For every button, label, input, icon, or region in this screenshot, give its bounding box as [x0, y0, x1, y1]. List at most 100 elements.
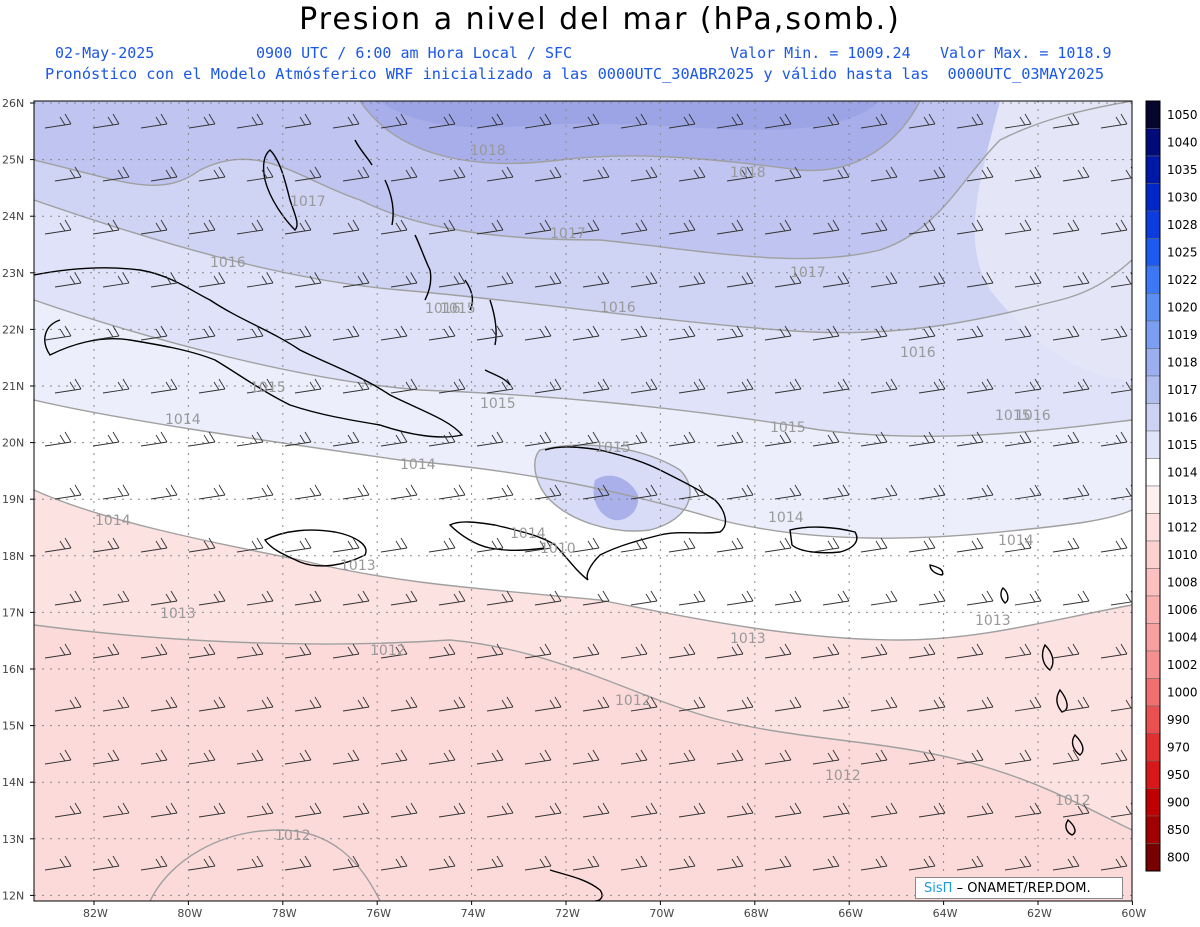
wind-barb [630, 484, 658, 500]
wind-barb [284, 855, 312, 871]
wind-barb [54, 484, 82, 500]
isobar-label: 1016 [425, 301, 461, 317]
wind-barb [918, 378, 946, 394]
wind-barb [246, 378, 274, 394]
wind-barb [246, 166, 274, 182]
wind-barb [332, 643, 360, 659]
legend-label: 1028 [1167, 218, 1198, 232]
wind-barb [908, 431, 936, 447]
wind-barb [428, 643, 456, 659]
wind-barb [1014, 696, 1042, 712]
wind-barb [92, 537, 120, 553]
isobar-label: 1015 [250, 380, 286, 396]
legend-label: 1022 [1167, 273, 1198, 287]
wind-barb [908, 537, 936, 553]
isobar-label: 1017 [790, 265, 826, 281]
wind-barb [1004, 855, 1032, 871]
wind-barb [870, 484, 898, 500]
wind-barb [678, 378, 706, 394]
wind-barb [188, 749, 216, 765]
wind-barb [294, 272, 322, 288]
min-value: Valor Min. = 1009.24 [730, 44, 911, 62]
legend-swatch [1145, 238, 1161, 267]
wind-barb [188, 113, 216, 129]
wind-barb [860, 537, 888, 553]
lon-label: 70W [649, 907, 674, 920]
isobar-label: 1013 [975, 613, 1011, 629]
legend-swatch [1145, 348, 1161, 377]
wind-barb [236, 749, 264, 765]
wind-barb [870, 590, 898, 606]
wind-barb [92, 749, 120, 765]
wind-barb [668, 855, 696, 871]
wind-barb [774, 378, 802, 394]
wind-barb [822, 378, 850, 394]
wind-barb [486, 802, 514, 818]
wind-barb [726, 272, 754, 288]
wind-barb [678, 272, 706, 288]
wind-barb [966, 484, 994, 500]
legend-swatch [1145, 540, 1161, 569]
wind-barb [428, 113, 456, 129]
wind-barb [1100, 113, 1128, 129]
wind-barb [236, 325, 264, 341]
wind-barb [102, 484, 130, 500]
wind-barb [812, 219, 840, 235]
legend-label: 1016 [1167, 410, 1198, 424]
wind-barb [332, 219, 360, 235]
lat-label: 15N [2, 720, 24, 733]
wind-barb [390, 696, 418, 712]
wind-barb [620, 219, 648, 235]
wind-barb [1062, 696, 1090, 712]
wind-barb [1014, 802, 1042, 818]
wind-barb [428, 325, 456, 341]
wind-barb [332, 113, 360, 129]
wind-barb [668, 431, 696, 447]
wind-barb [294, 166, 322, 182]
lat-label: 23N [2, 267, 24, 280]
lon-label: 64W [933, 907, 958, 920]
isobar-label: 1018 [730, 165, 766, 181]
wind-barb [476, 643, 504, 659]
wind-barb [860, 325, 888, 341]
wind-barb [476, 749, 504, 765]
wind-barb [390, 484, 418, 500]
wind-barb [822, 166, 850, 182]
wind-barb [188, 219, 216, 235]
wind-barb [476, 431, 504, 447]
wind-barb [1052, 855, 1080, 871]
legend-label: 900 [1167, 795, 1190, 809]
isobar-label: 1013 [340, 558, 376, 574]
wind-barb [918, 166, 946, 182]
wind-barb [486, 590, 514, 606]
isobar-label: 1014 [768, 510, 804, 526]
wind-barb [1004, 325, 1032, 341]
wind-barb [1110, 166, 1132, 182]
wind-barb [1004, 643, 1032, 659]
wind-barb [860, 219, 888, 235]
wind-barb [534, 484, 562, 500]
legend-swatch [1145, 265, 1161, 294]
isobar-label: 1016 [1015, 408, 1051, 424]
wind-barb [630, 378, 658, 394]
wind-barb [246, 590, 274, 606]
wind-barb [534, 166, 562, 182]
wind-barb [428, 537, 456, 553]
wind-barb [582, 166, 610, 182]
wind-barb [572, 749, 600, 765]
wind-barb [150, 272, 178, 288]
lon-label: 66W [838, 907, 863, 920]
wind-barb [1004, 219, 1032, 235]
wind-barb [236, 855, 264, 871]
wind-barb [668, 113, 696, 129]
wind-barb [44, 749, 72, 765]
wind-barb [572, 431, 600, 447]
wind-barb [198, 166, 226, 182]
wind-barb [860, 113, 888, 129]
isobar-label: 1014 [998, 533, 1034, 549]
wind-barb [380, 113, 408, 129]
wind-barb [812, 855, 840, 871]
wind-barb [150, 378, 178, 394]
wind-barb [572, 219, 600, 235]
